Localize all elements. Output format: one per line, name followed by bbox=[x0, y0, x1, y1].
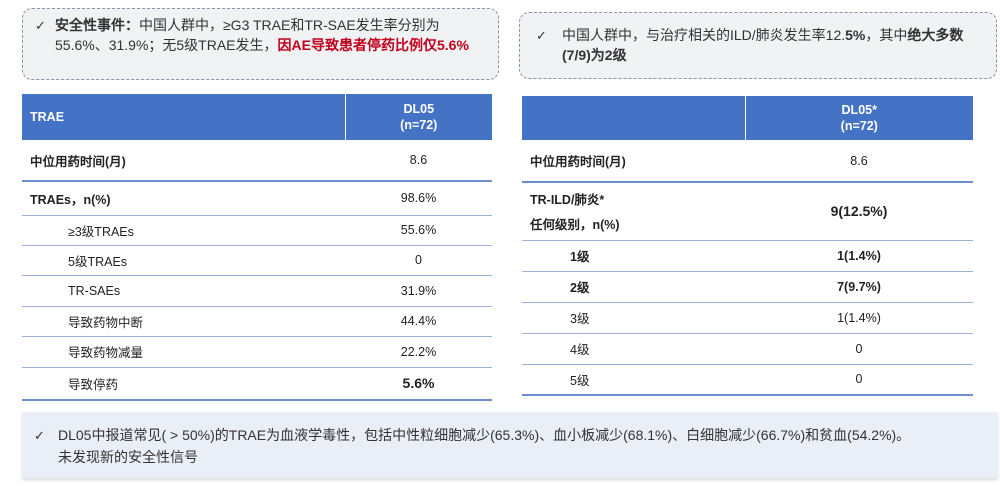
row-value: 8.6 bbox=[345, 140, 492, 182]
row-label: TRAEs，n(%) bbox=[22, 181, 345, 216]
row-value: 1(1.4%) bbox=[745, 240, 973, 272]
summary-bar: ✓ DL05中报道常见( > 50%)的TRAE为血液学毒性，包括中性粒细胞减少… bbox=[22, 412, 998, 478]
callout-ild-rate: ✓ 中国人群中，与治疗相关的ILD/肺炎发生率12.5%，其中绝大多数(7/9)… bbox=[519, 12, 997, 79]
ild-header-group: DL05* (n=72) bbox=[745, 96, 973, 140]
callout-right-text: 中国人群中，与治疗相关的ILD/肺炎发生率12. bbox=[562, 27, 846, 43]
table-row: 3级 1(1.4%) bbox=[522, 302, 973, 334]
table-row: 5级 0 bbox=[522, 364, 973, 396]
trae-header-label: TRAE bbox=[22, 94, 346, 140]
row-value: 0 bbox=[745, 364, 973, 396]
row-value: 5.6% bbox=[345, 367, 492, 401]
callout-safety-events: ✓ 安全性事件：中国人群中，≥G3 TRAE和TR-SAE发生率分别为55.6%… bbox=[22, 8, 499, 80]
row-label: 导致药物中断 bbox=[22, 306, 345, 337]
table-row: ≥3级TRAEs 55.6% bbox=[22, 215, 492, 246]
ild-table: DL05* (n=72) 中位用药时间(月) 8.6 TR-ILD/肺炎* 任何… bbox=[522, 96, 973, 396]
row-label: 1级 bbox=[522, 240, 745, 272]
summary-line1: DL05中报道常见( > 50%)的TRAE为血液学毒性，包括中性粒细胞减少(6… bbox=[58, 427, 911, 443]
row-value: 9(12.5%) bbox=[745, 182, 973, 241]
header-group-name: DL05* bbox=[841, 103, 877, 117]
trae-header-group: DL05 (n=72) bbox=[345, 94, 492, 140]
row-label: 4级 bbox=[522, 333, 745, 365]
row-value: 8.6 bbox=[745, 140, 973, 183]
table-row: 导致药物中断 44.4% bbox=[22, 306, 492, 337]
callout-left-red-text: 因AE导致患者停药比例仅5.6% bbox=[277, 37, 469, 53]
checkmark-icon: ✓ bbox=[34, 428, 45, 443]
callout-left-bold-prefix: 安全性事件： bbox=[55, 17, 139, 33]
table-row: 导致停药 5.6% bbox=[22, 367, 492, 401]
row-label: 2级 bbox=[522, 271, 745, 303]
table-row: TR-SAEs 31.9% bbox=[22, 275, 492, 307]
callout-right-bold-num: 5% bbox=[845, 27, 866, 43]
table-header-row: DL05* (n=72) bbox=[522, 96, 973, 140]
header-group-name: DL05 bbox=[403, 102, 435, 116]
table-row: 4级 0 bbox=[522, 333, 973, 365]
callout-right-bold-text: 绝大多数(7/9)为2级 bbox=[562, 27, 964, 63]
table-row: TRAEs，n(%) 98.6% bbox=[22, 181, 492, 216]
row-label-line1: TR-ILD/肺炎* bbox=[530, 193, 605, 208]
row-label: ≥3级TRAEs bbox=[22, 215, 345, 246]
table-row: 5级TRAEs 0 bbox=[22, 245, 492, 276]
table-row: TR-ILD/肺炎* 任何级别，n(%) 9(12.5%) bbox=[522, 182, 973, 241]
row-label: 中位用药时间(月) bbox=[522, 140, 745, 183]
row-value: 98.6% bbox=[345, 181, 492, 216]
row-label: 导致停药 bbox=[22, 367, 345, 401]
callout-left-text: 中国人群中，≥G3 TRAE和TR-SAE发生率分别为55.6%、31.9%；无… bbox=[55, 17, 440, 53]
header-group-n: (n=72) bbox=[840, 119, 878, 133]
ild-header-label bbox=[522, 96, 746, 140]
row-label: 3级 bbox=[522, 302, 745, 334]
row-label: TR-SAEs bbox=[22, 275, 345, 307]
table-row: 1级 1(1.4%) bbox=[522, 240, 973, 272]
row-label: 5级 bbox=[522, 364, 745, 396]
row-value: 22.2% bbox=[345, 336, 492, 368]
row-value: 0 bbox=[345, 245, 492, 276]
row-value: 55.6% bbox=[345, 215, 492, 246]
row-value: 31.9% bbox=[345, 275, 492, 307]
checkmark-icon: ✓ bbox=[536, 28, 547, 43]
row-value: 7(9.7%) bbox=[745, 271, 973, 303]
row-value: 1(1.4%) bbox=[745, 302, 973, 334]
header-group-n: (n=72) bbox=[400, 118, 438, 132]
row-label: 中位用药时间(月) bbox=[22, 140, 345, 182]
table-row: 中位用药时间(月) 8.6 bbox=[22, 140, 492, 182]
row-value: 44.4% bbox=[345, 306, 492, 337]
row-label: 5级TRAEs bbox=[22, 245, 345, 276]
row-value: 0 bbox=[745, 333, 973, 365]
table-row: 中位用药时间(月) 8.6 bbox=[522, 140, 973, 183]
row-label-line2: 任何级别，n(%) bbox=[530, 218, 620, 233]
checkmark-icon: ✓ bbox=[35, 18, 46, 33]
trae-table: TRAE DL05 (n=72) 中位用药时间(月) 8.6 TRAEs，n(%… bbox=[22, 94, 492, 401]
table-row: 2级 7(9.7%) bbox=[522, 271, 973, 303]
table-row: 导致药物减量 22.2% bbox=[22, 336, 492, 368]
callout-right-mid: ，其中 bbox=[865, 27, 908, 43]
row-label: TR-ILD/肺炎* 任何级别，n(%) bbox=[522, 182, 745, 241]
table-header-row: TRAE DL05 (n=72) bbox=[22, 94, 492, 140]
summary-line2: 未发现新的安全性信号 bbox=[58, 449, 198, 465]
row-label: 导致药物减量 bbox=[22, 336, 345, 368]
